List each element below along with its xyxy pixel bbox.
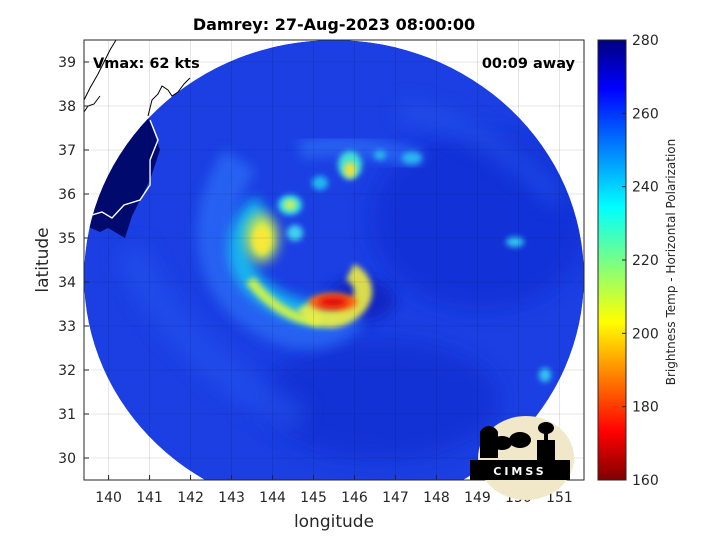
- colorbar-tick-label: 160: [632, 473, 659, 489]
- colorbar-label: Brightness Temp - Horizontal Polarizatio…: [664, 139, 678, 386]
- cimss-logo: CIMSS: [470, 416, 574, 500]
- grid-lines: [84, 40, 584, 480]
- y-tick-label: 30: [58, 451, 76, 467]
- y-tick-label: 38: [58, 99, 76, 115]
- y-tick-label: 39: [58, 55, 76, 71]
- y-tick-label: 32: [58, 363, 76, 379]
- logo-text: CIMSS: [493, 465, 546, 478]
- vmax-annotation: Vmax: 62 kts: [93, 56, 200, 72]
- microwave-swath: [84, 40, 584, 480]
- colorbar-tick-label: 260: [632, 106, 659, 122]
- colorbar: 160 180 200 220 240 260 280 Brightness Temp - …: [597, 33, 678, 489]
- y-tick-label: 31: [58, 407, 76, 423]
- x-tick-label: 144: [259, 490, 286, 506]
- x-tick-label: 142: [177, 490, 204, 506]
- colorbar-tick-label: 220: [632, 253, 659, 269]
- colorbar-tick-label: 240: [632, 180, 659, 196]
- x-axis-ticks: 140141142143144145146147148149150151: [95, 475, 573, 506]
- plot-border: [83, 39, 585, 481]
- colorbar-tick-label: 200: [632, 326, 659, 342]
- x-tick-label: 148: [423, 490, 450, 506]
- y-tick-label: 34: [58, 275, 76, 291]
- x-tick-label: 143: [218, 490, 245, 506]
- chart-title: Damrey: 27-Aug-2023 08:00:00: [193, 15, 475, 34]
- colorbar-gradient: [597, 39, 627, 481]
- time-away-annotation: 00:09 away: [482, 56, 576, 72]
- x-tick-label: 140: [95, 490, 122, 506]
- colorbar-ticks: 160 180 200 220 240 260 280: [622, 33, 659, 489]
- y-tick-label: 35: [58, 231, 76, 247]
- x-tick-label: 145: [300, 490, 327, 506]
- x-tick-label: 149: [464, 490, 491, 506]
- x-tick-label: 146: [341, 490, 368, 506]
- colorbar-tick-label: 180: [632, 400, 659, 416]
- x-tick-label: 141: [136, 490, 163, 506]
- x-tick-label: 147: [382, 490, 409, 506]
- colorbar-tick-label: 280: [632, 33, 659, 49]
- y-tick-label: 37: [58, 143, 76, 159]
- x-tick-label: 151: [546, 490, 573, 506]
- plot-area: [84, 40, 584, 480]
- x-axis-label: longitude: [294, 512, 374, 532]
- y-tick-label: 36: [58, 187, 76, 203]
- coastline: [84, 40, 191, 117]
- y-tick-label: 33: [58, 319, 76, 335]
- y-axis-label: latitude: [33, 227, 53, 292]
- y-axis-ticks: 30 31 32 33 34 35 36 37 38 39: [58, 55, 89, 467]
